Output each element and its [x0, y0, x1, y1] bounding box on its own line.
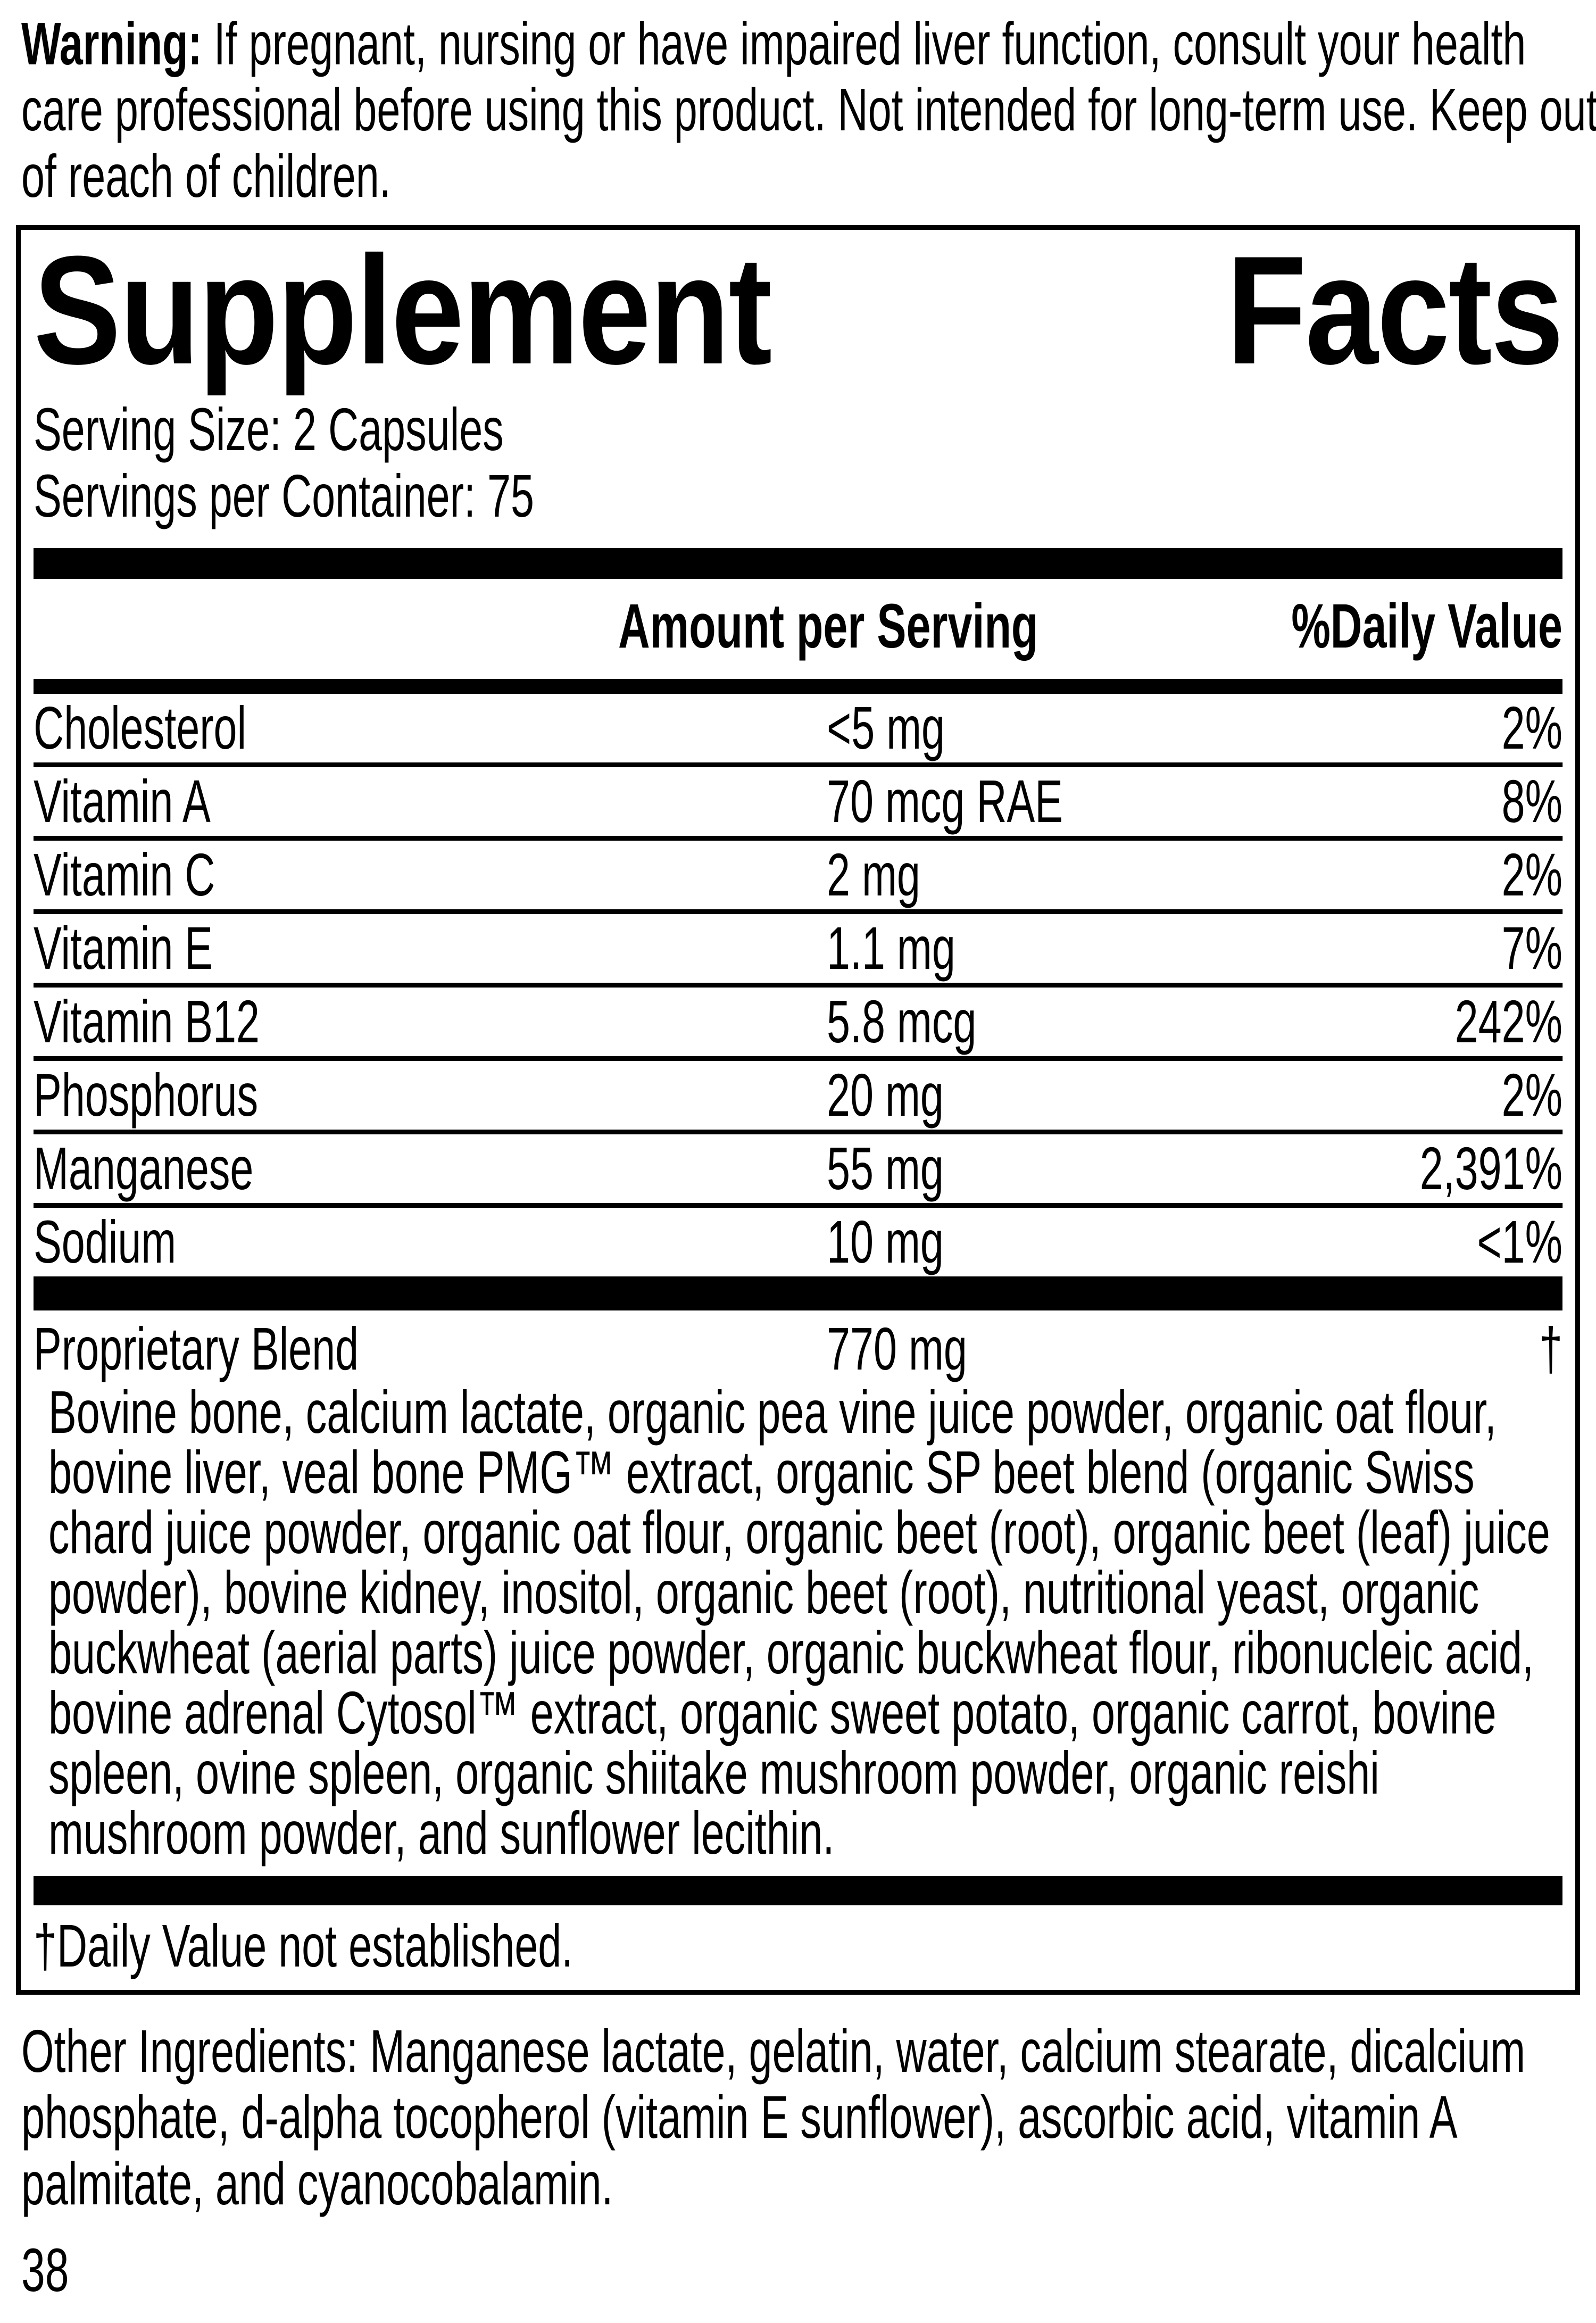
row-divider [34, 1056, 1562, 1061]
nutrient-amount: 2 mg [827, 841, 920, 908]
warning-text: Warning: If pregnant, nursing or have im… [21, 11, 1596, 209]
panel-title-word1: Supplement [34, 223, 772, 396]
nutrient-amount: 10 mg [827, 1208, 944, 1275]
nutrient-row: Vitamin E 1.1 mg 7% [34, 914, 1562, 983]
blend-description: Bovine bone, calcium lactate, organic pe… [48, 1378, 1550, 1866]
nutrient-name: Vitamin C [34, 841, 215, 908]
header-rule [34, 678, 1562, 694]
panel-title-word2: Facts [1226, 223, 1564, 396]
nutrient-table: Cholesterol <5 mg 2% Vitamin A 70 mcg RA… [34, 694, 1562, 1276]
other-ingredients: Other Ingredients: Manganese lactate, ge… [21, 2017, 1526, 2217]
nutrient-row: Cholesterol <5 mg 2% [34, 694, 1562, 762]
nutrient-amount: 20 mg [827, 1061, 944, 1129]
blend-name: Proprietary Blend [34, 1315, 359, 1382]
blend-amount: 770 mg [827, 1315, 967, 1382]
nutrient-amount: 70 mcg RAE [827, 767, 1063, 835]
warning-label: Warning: [21, 10, 202, 77]
nutrient-dv: 2% [1501, 1061, 1562, 1129]
nutrient-name: Vitamin A [34, 767, 211, 835]
nutrient-dv: 2% [1501, 841, 1562, 908]
nutrient-row: Phosphorus 20 mg 2% [34, 1061, 1562, 1130]
amount-per-serving-header: Amount per Serving [618, 591, 1038, 661]
blend-dagger: † [1539, 1315, 1562, 1382]
nutrient-dv: 7% [1501, 914, 1562, 982]
proprietary-blend-section: Proprietary Blend 770 mg † Bovine bone, … [34, 1310, 1562, 1863]
daily-value-header: %Daily Value [1291, 591, 1562, 661]
row-divider [34, 762, 1562, 767]
thick-rule-footnote [34, 1876, 1562, 1905]
panel-title: Supplement Facts [34, 223, 1564, 396]
page-number: 38 [21, 2236, 69, 2304]
nutrient-dv: 8% [1501, 767, 1562, 835]
nutrient-name: Manganese [34, 1134, 254, 1202]
row-divider [34, 1202, 1562, 1208]
row-divider [34, 909, 1562, 914]
nutrient-dv: <1% [1477, 1208, 1562, 1275]
daily-value-footnote: †Daily Value not established. [34, 1912, 573, 1979]
nutrient-row: Vitamin A 70 mcg RAE 8% [34, 767, 1562, 836]
nutrient-amount: 55 mg [827, 1134, 944, 1202]
warning-body: If pregnant, nursing or have impaired li… [21, 10, 1596, 210]
thick-rule-blend [34, 1276, 1562, 1310]
nutrient-row: Sodium 10 mg <1% [34, 1208, 1562, 1276]
nutrient-row: Vitamin C 2 mg 2% [34, 841, 1562, 909]
row-divider [34, 835, 1562, 841]
nutrient-name: Vitamin E [34, 914, 213, 982]
nutrient-row: Vitamin B12 5.8 mcg 242% [34, 988, 1562, 1056]
nutrient-amount: <5 mg [827, 694, 945, 761]
nutrient-row: Manganese 55 mg 2,391% [34, 1134, 1562, 1203]
thick-rule-top [34, 547, 1562, 579]
column-header-row: Amount per Serving %Daily Value [34, 579, 1562, 679]
servings-per-container: Servings per Container: 75 [34, 462, 534, 529]
nutrient-name: Phosphorus [34, 1061, 259, 1129]
supplement-facts-panel: Supplement Facts Serving Size: 2 Capsule… [16, 225, 1580, 1995]
nutrient-dv: 2% [1501, 694, 1562, 761]
serving-size: Serving Size: 2 Capsules [34, 396, 504, 463]
proprietary-blend-row: Proprietary Blend 770 mg † [34, 1310, 1562, 1381]
nutrient-name: Vitamin B12 [34, 988, 260, 1055]
nutrient-amount: 5.8 mcg [827, 988, 977, 1055]
nutrient-dv: 2,391% [1419, 1134, 1562, 1202]
serving-info: Serving Size: 2 Capsules Servings per Co… [34, 396, 1562, 529]
column-header-spacer [34, 595, 618, 658]
nutrient-name: Cholesterol [34, 694, 247, 761]
nutrient-dv: 242% [1454, 988, 1562, 1055]
nutrient-amount: 1.1 mg [827, 914, 955, 982]
row-divider [34, 982, 1562, 988]
row-divider [34, 1129, 1562, 1134]
nutrient-name: Sodium [34, 1208, 177, 1275]
